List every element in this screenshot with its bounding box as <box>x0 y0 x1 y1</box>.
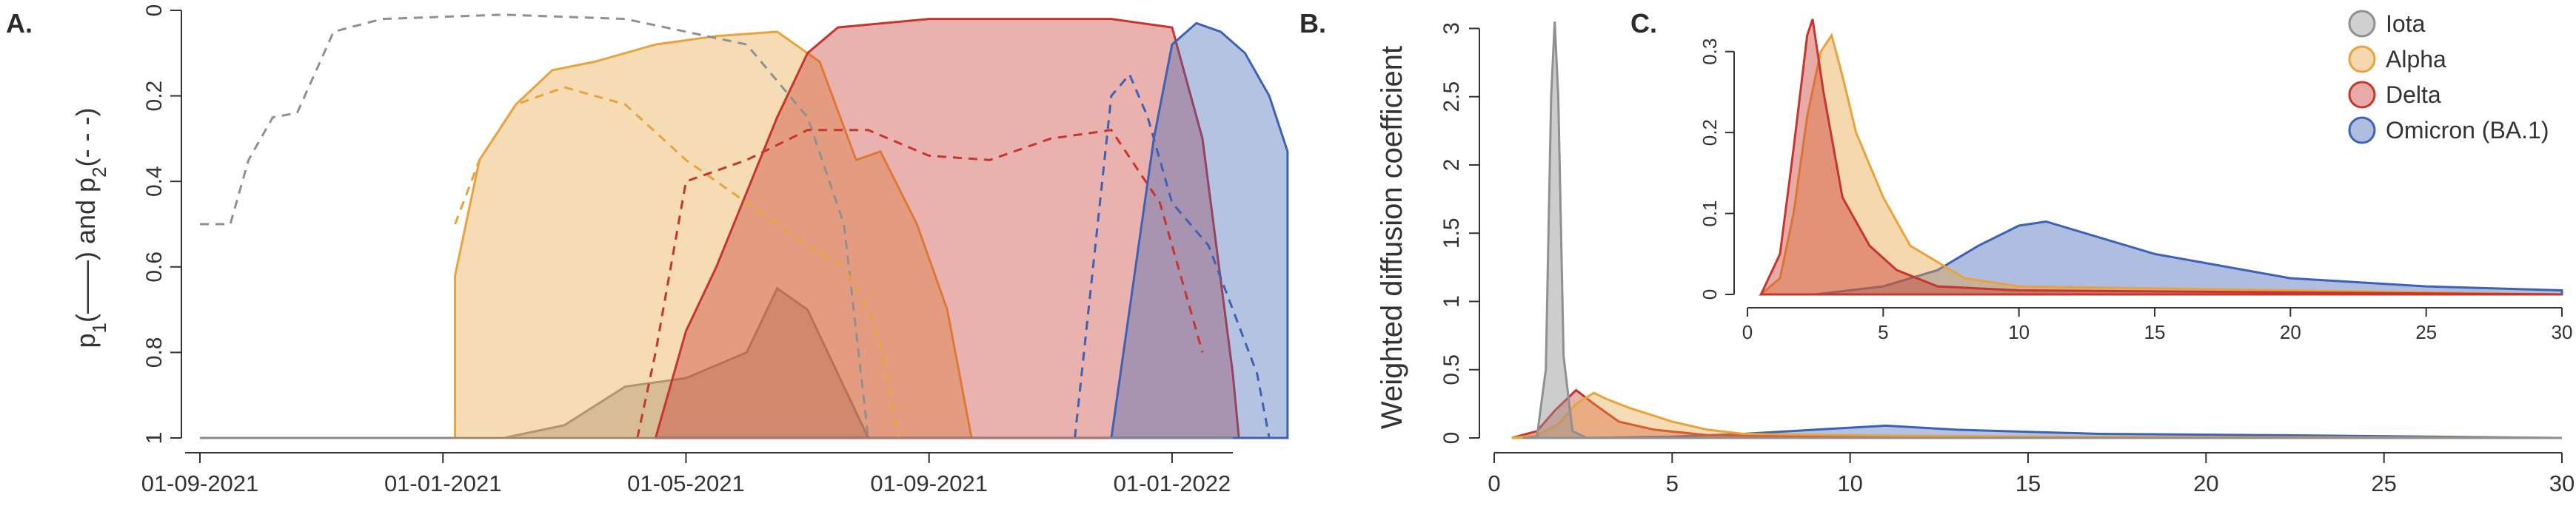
p1-area-delta <box>654 18 1240 439</box>
y-label-part: 2 <box>88 166 110 177</box>
y-tick-label-b: 2.5 <box>1439 81 1464 112</box>
x-tick-label-b: 20 <box>2193 470 2218 496</box>
inset-density-delta <box>1759 18 2563 296</box>
x-tick-label-c: 30 <box>2552 321 2573 343</box>
panel-b: B. 0 0.5 1 1.5 2 2.5 3 Weighted diffusion coeffi… <box>1299 8 2575 496</box>
y-tick-label-b: 3 <box>1439 22 1464 35</box>
x-tick-label-b: 30 <box>2549 470 2575 496</box>
p1-area-omicron <box>1110 21 1289 439</box>
x-tick-label-b: 0 <box>1488 470 1500 496</box>
legend-label-delta: Delta <box>2386 81 2441 108</box>
y-tick-label-c: 0.1 <box>1699 200 1721 226</box>
legend-swatch-iota <box>2348 10 2376 38</box>
x-tick-label-c: 10 <box>2008 321 2030 343</box>
y-label-part: (——) and p <box>70 178 101 323</box>
y-tick-label-a: 1 <box>142 432 167 445</box>
x-tick-label-c: 25 <box>2415 321 2437 343</box>
legend-label-alpha: Alpha <box>2386 46 2446 72</box>
x-tick-label-b: 15 <box>2015 470 2041 496</box>
inset-density-alpha <box>1758 33 2563 296</box>
x-tick-label-c: 0 <box>1742 321 1753 343</box>
panel-label-c: C. <box>1630 8 1657 38</box>
x-tick-label-a: 01-01-2021 <box>384 470 502 496</box>
y-tick-label-b: 2 <box>1439 159 1464 172</box>
x-tick-label-c: 20 <box>2280 321 2301 343</box>
x-tick-label-a: 01-05-2021 <box>627 470 745 496</box>
x-tick-label-a: 01-09-2021 <box>141 470 259 496</box>
y-label-part: (- - -) <box>70 108 101 167</box>
y-tick-label-c: 0.3 <box>1699 38 1721 65</box>
y-tick-label-a: 0.2 <box>142 81 167 112</box>
legend-label-omicron: Omicron (BA.1) <box>2386 117 2549 144</box>
y-tick-label-a: 0.4 <box>142 166 167 197</box>
y-tick-label-a: 0.6 <box>142 252 167 283</box>
x-tick-label-a: 01-01-2022 <box>1114 470 1231 496</box>
y-label-part: p <box>70 333 101 348</box>
p2-line-alpha <box>454 86 900 439</box>
x-tick-label-b: 25 <box>2371 470 2396 496</box>
x-tick-label-b: 10 <box>1837 470 1862 496</box>
y-axis-label-b: Weighted diffusion coefficient <box>1376 46 1408 429</box>
x-tick-label-b: 5 <box>1666 470 1679 496</box>
panel-label-b: B. <box>1299 8 1326 38</box>
p1-area-alpha <box>454 30 973 439</box>
y-tick-label-c: 0.2 <box>1699 119 1721 146</box>
legend-swatch-delta <box>2348 81 2376 109</box>
density-alpha <box>1511 391 2563 439</box>
y-tick-label-b: 0.5 <box>1439 354 1464 385</box>
panel-c: C. 0 0.1 0.2 0.3 0 5 10 15 20 25 30 Iota Alpha Delta Om… <box>1630 0 2576 348</box>
p2-line-delta <box>636 129 1204 439</box>
y-tick-label-c: 0 <box>1699 289 1721 300</box>
x-tick-label-a: 01-09-2021 <box>870 470 988 496</box>
y-label-part: 1 <box>88 323 110 333</box>
legend-swatch-omicron <box>2348 116 2376 144</box>
legend-label-iota: Iota <box>2386 10 2426 37</box>
y-tick-label-b: 1.5 <box>1439 217 1464 249</box>
y-tick-label-a: 0 <box>142 4 167 17</box>
y-tick-label-b: 0 <box>1439 432 1464 445</box>
p2-line-iota <box>200 13 870 439</box>
x-tick-label-c: 5 <box>1878 321 1888 343</box>
y-tick-label-a: 0.8 <box>142 337 167 368</box>
y-axis-label-a: p1(——) and p2(- - -) <box>70 108 110 348</box>
legend-swatch-alpha <box>2348 45 2376 73</box>
x-tick-label-c: 15 <box>2144 321 2166 343</box>
inset-density-omicron <box>1815 220 2563 296</box>
density-iota <box>1522 21 2562 439</box>
y-tick-label-b: 1 <box>1439 295 1464 308</box>
panel-label-a: A. <box>6 8 33 38</box>
